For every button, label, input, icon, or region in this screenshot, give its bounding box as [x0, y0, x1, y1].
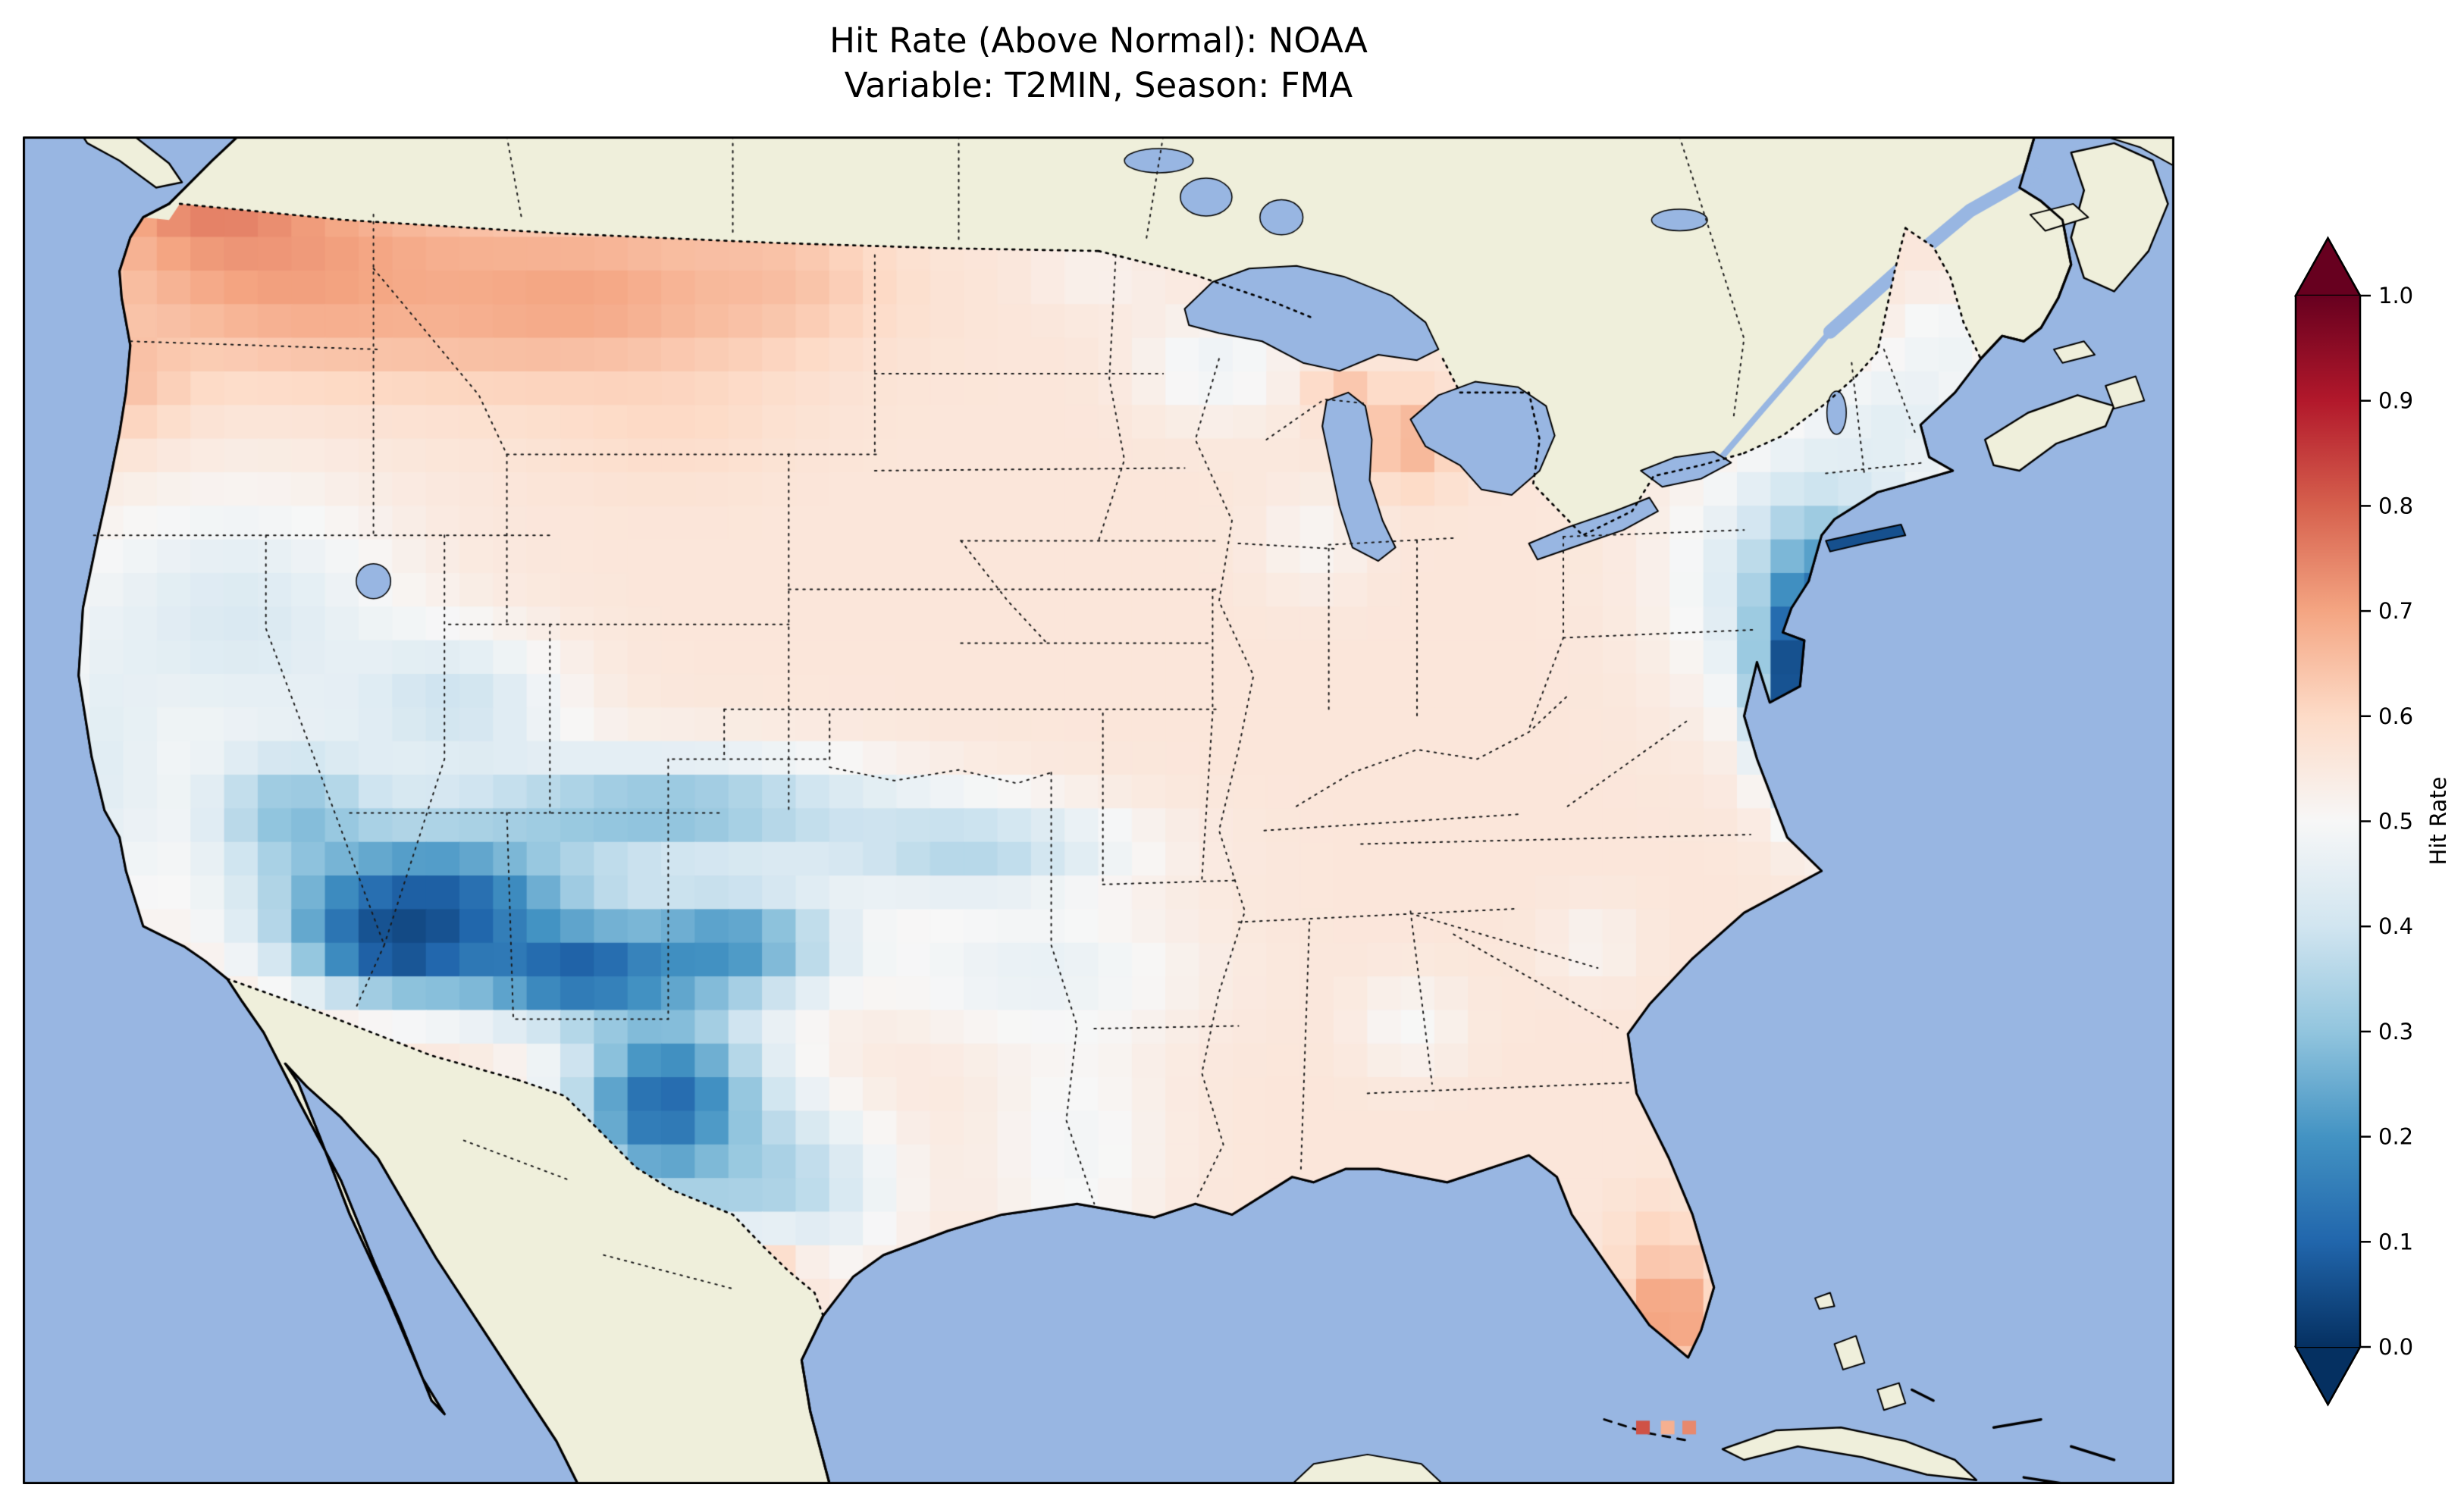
- colorbar-gradient: [2296, 296, 2360, 1347]
- figure-title: Hit Rate (Above Normal): NOAA Variable: …: [23, 18, 2174, 108]
- colorbar-tick-label: 1.0: [2378, 283, 2413, 309]
- colorbar-extend-max-arrow: [2293, 236, 2362, 297]
- colorbar-tick-label: 0.5: [2378, 809, 2413, 835]
- colorbar-tick-label: 0.4: [2378, 913, 2413, 939]
- figure-title-line2: Variable: T2MIN, Season: FMA: [844, 65, 1353, 105]
- colorbar-tick-label: 0.2: [2378, 1124, 2413, 1150]
- colorbar-tick-label: 0.1: [2378, 1229, 2413, 1254]
- conus-hit-rate-map: [23, 136, 2174, 1484]
- colorbar-ticks: 0.0 0.1 0.2 0.3 0.4 0.5 0.6 0.7 0.8 0.9 1.0: [2360, 283, 2413, 1360]
- colorbar-label: Hit Rate: [2425, 777, 2451, 866]
- colorbar-tick-label: 0.6: [2378, 703, 2413, 729]
- colorbar: 0.0 0.1 0.2 0.3 0.4 0.5 0.6 0.7 0.8 0.9 1.0 Hit Ra…: [2293, 236, 2451, 1407]
- figure-title-line1: Hit Rate (Above Normal): NOAA: [829, 20, 1368, 61]
- colorbar-tick-label: 0.9: [2378, 388, 2413, 414]
- colorbar-tick-label: 0.0: [2378, 1334, 2413, 1360]
- colorbar-tick-label: 0.3: [2378, 1019, 2413, 1045]
- colorbar-tick-label: 0.7: [2378, 598, 2413, 624]
- colorbar-tick-label: 0.8: [2378, 493, 2413, 518]
- colorbar-extend-min-arrow: [2293, 1345, 2362, 1407]
